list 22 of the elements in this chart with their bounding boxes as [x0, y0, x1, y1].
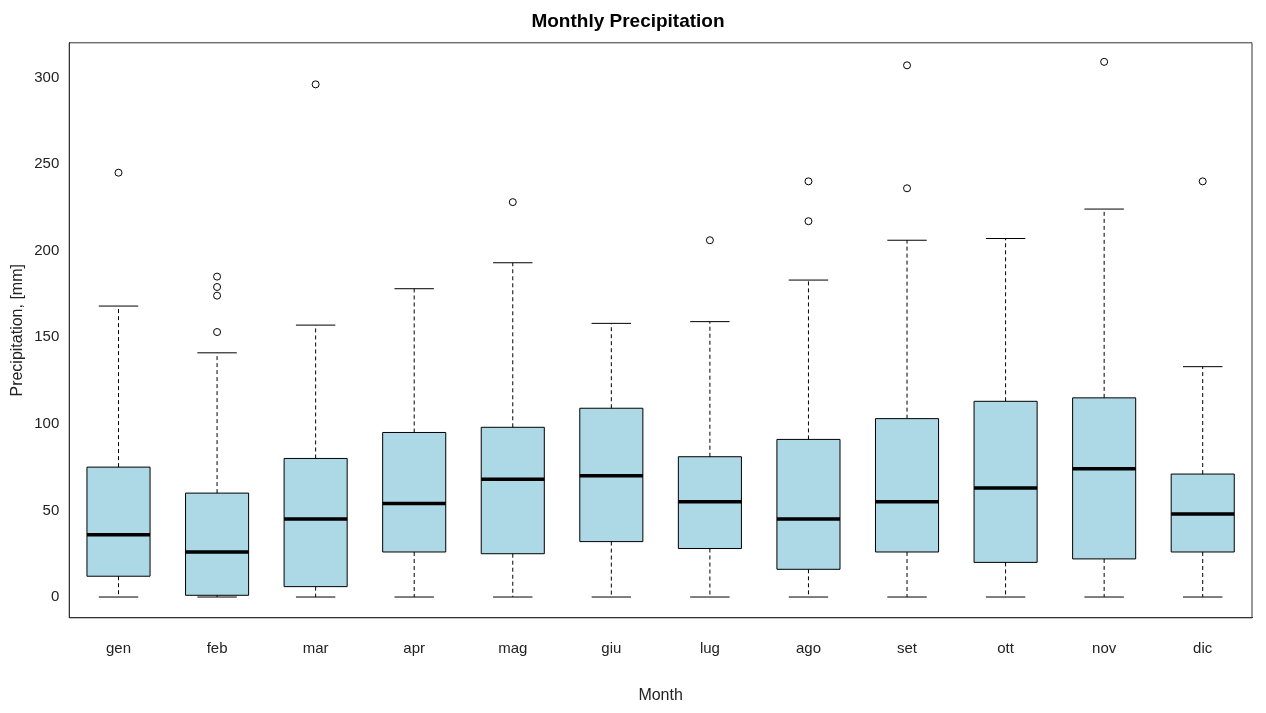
x-tick-label: ago [795, 638, 821, 656]
chart-title: Monthly Precipitation [531, 9, 725, 31]
x-tick-label: mar [302, 638, 329, 656]
y-tick-label: 150 [34, 327, 60, 345]
y-tick-label: 100 [34, 413, 60, 431]
y-axis-title: Precipitation, [mm] [8, 264, 26, 397]
x-tick-label: feb [206, 638, 228, 656]
x-tick-label: mag [498, 638, 528, 656]
x-tick-label: lug [699, 638, 720, 656]
x-axis-title: Month [638, 685, 683, 703]
y-tick-label: 250 [34, 154, 60, 172]
x-tick-label: ott [997, 638, 1015, 656]
x-tick-label: nov [1092, 638, 1117, 656]
x-tick-label: gen [105, 638, 132, 656]
x-tick-label: apr [403, 638, 426, 656]
y-tick-label: 50 [42, 500, 60, 518]
y-tick-label: 200 [34, 240, 60, 258]
x-tick-label: dic [1193, 638, 1213, 656]
y-tick-label: 300 [34, 67, 60, 85]
y-tick-label: 0 [50, 587, 60, 605]
x-tick-label: giu [601, 638, 622, 656]
x-tick-label: set [897, 638, 918, 656]
